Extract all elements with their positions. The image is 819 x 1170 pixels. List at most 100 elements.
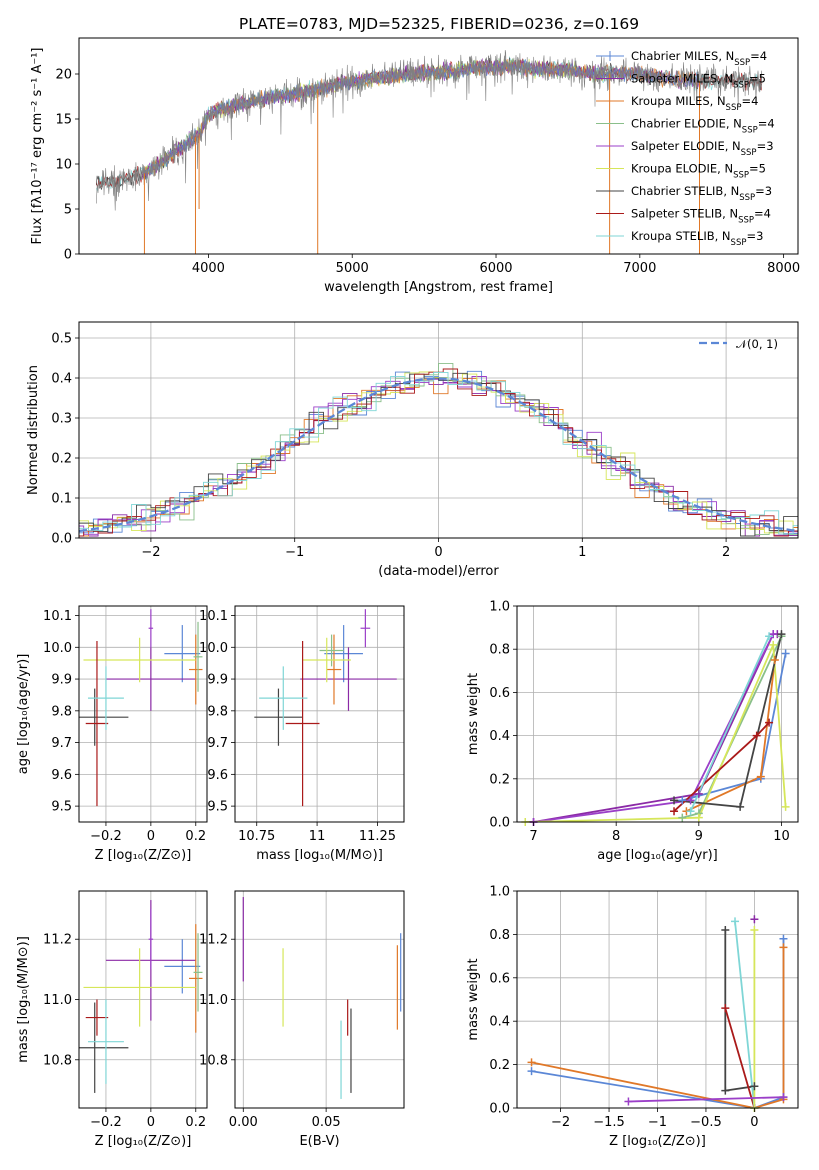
- x-tick-label: 0.05: [312, 1115, 341, 1130]
- series-marker: [686, 796, 695, 805]
- series-line: [724, 1007, 756, 1108]
- x-tick-label: 7000: [623, 261, 656, 276]
- series-line: [682, 653, 787, 802]
- plot-area: [79, 362, 798, 537]
- figure-title: PLATE=0783, MJD=52325, FIBERID=0236, z=0…: [239, 15, 639, 33]
- y-tick-label: 0.0: [489, 1102, 510, 1117]
- x-axis-label: age [log₁₀(age/yr)]: [597, 848, 718, 863]
- y-tick-label: 11.0: [43, 993, 72, 1008]
- x-tick-label: 8: [612, 829, 620, 844]
- x-tick-label: −1.5: [593, 1115, 625, 1130]
- x-tick-label: 0.2: [185, 1115, 206, 1130]
- plot-area: [242, 897, 402, 1099]
- axes-frame: [516, 605, 799, 823]
- series-marker: [781, 802, 790, 811]
- chart-mass-weight-vs-age: 7 8 9 10 0.0 0.2 0.4 0.6 0.8 1.0 age [log₁₀(age/yr…: [466, 600, 799, 863]
- x-tick-label: 11: [309, 829, 326, 844]
- series-marker: [750, 1082, 759, 1091]
- series-marker: [670, 796, 679, 805]
- series-marker: [765, 632, 774, 641]
- histogram-chabrier-stelib: [79, 372, 798, 537]
- x-tick-label: 1: [578, 545, 586, 560]
- y-tick-label: 10.1: [199, 609, 228, 624]
- x-tick-label: 0.2: [185, 829, 206, 844]
- x-tick-label: 2: [722, 545, 730, 560]
- series-marker: [624, 1097, 633, 1106]
- y-tick-label: 0.8: [489, 928, 510, 943]
- y-tick-label: 0.3: [51, 412, 72, 427]
- series-marker: [752, 731, 761, 740]
- y-tick-label: 11.0: [199, 993, 228, 1008]
- series-marker: [769, 630, 778, 639]
- series-marker: [750, 926, 759, 935]
- series-line: [689, 635, 770, 812]
- x-tick-label: 10.75: [238, 829, 275, 844]
- y-tick-label: 9.5: [207, 800, 228, 815]
- legend-entry: Kroupa STELIB, NSSP=3: [631, 229, 763, 248]
- y-tick-label: 10: [55, 158, 72, 173]
- plot-area: [79, 900, 203, 1093]
- legend-entry: Kroupa MILES, NSSP=4: [631, 94, 758, 113]
- legend: Chabrier MILES, NSSP=4 Salpeter MILES, NS…: [596, 49, 775, 248]
- series-line: [628, 1096, 784, 1103]
- legend-entry: Salpeter MILES, NSSP=5: [631, 72, 766, 91]
- x-tick-label: 4000: [192, 261, 225, 276]
- y-tick-label: 0.4: [51, 372, 72, 387]
- y-tick-label: 0: [64, 248, 72, 263]
- x-tick-label: −1: [648, 1115, 667, 1130]
- y-tick-label: 0.0: [489, 816, 510, 831]
- x-tick-label: −0.2: [90, 1115, 122, 1130]
- legend-entry: Salpeter STELIB, NSSP=4: [631, 207, 771, 226]
- series-line: [531, 947, 785, 1108]
- histogram-kroupa-stelib: [79, 371, 798, 535]
- series-marker: [527, 1067, 536, 1076]
- y-tick-label: 0.6: [489, 686, 510, 701]
- y-tick-label: 0.8: [489, 643, 510, 658]
- series-line: [525, 644, 787, 822]
- y-tick-label: 15: [55, 113, 72, 128]
- plot-area: [95, 50, 763, 254]
- y-tick-label: 20: [55, 68, 72, 83]
- y-tick-label: 10.8: [199, 1053, 228, 1068]
- y-axis-label: mass weight: [466, 958, 481, 1040]
- normal-reference-curve: [79, 377, 798, 533]
- legend-entry: Salpeter ELODIE, NSSP=3: [631, 139, 774, 158]
- axes-frame: [78, 37, 799, 255]
- series-marker: [736, 802, 745, 811]
- legend-entry: 𝒩(0, 1): [736, 337, 778, 351]
- plot-area: [254, 609, 397, 807]
- x-axis-label: Z [log₁₀(Z/Z⊙)]: [95, 848, 192, 863]
- legend-entry: Kroupa ELODIE, NSSP=5: [631, 162, 766, 181]
- y-tick-label: 9.8: [207, 704, 228, 719]
- x-tick-label: 0: [147, 829, 155, 844]
- series-marker: [779, 934, 788, 943]
- x-tick-label: 0: [750, 1115, 758, 1130]
- plot-area: [525, 633, 787, 822]
- chart-mass-vs-EBV: 0.00 0.05 10.8 11.0 11.2 E(B-V): [199, 890, 405, 1149]
- series-marker: [750, 915, 759, 924]
- histogram-chabrier-miles: [79, 370, 798, 536]
- y-tick-label: 9.6: [207, 768, 228, 783]
- series-line: [734, 921, 756, 1108]
- y-tick-label: 1.0: [489, 600, 510, 615]
- x-axis-label: wavelength [Angstrom, rest frame]: [324, 280, 553, 295]
- chart-residuals: −2 −1 0 1 2 0.0 0.1 0.2 0.3 0.4 0.5 (data-model)/er…: [26, 321, 799, 579]
- x-tick-label: 0.00: [229, 1115, 258, 1130]
- plot-area: [79, 609, 203, 807]
- y-tick-label: 11.2: [43, 933, 72, 948]
- y-tick-label: 10.1: [43, 609, 72, 624]
- y-tick-label: 0.5: [51, 332, 72, 347]
- series-marker: [678, 796, 687, 805]
- x-axis-label: Z [log₁₀(Z/Z⊙)]: [609, 1134, 706, 1149]
- y-tick-label: 0.2: [489, 772, 510, 787]
- legend-entry: Chabrier ELODIE, NSSP=4: [631, 117, 775, 136]
- x-axis-label: mass [log₁₀(M/M⊙)]: [256, 848, 383, 863]
- y-tick-label: 0.1: [51, 492, 72, 507]
- axes-frame: [234, 605, 405, 823]
- x-tick-label: 9: [695, 829, 703, 844]
- series-marker: [777, 630, 786, 639]
- y-tick-label: 10.0: [199, 641, 228, 656]
- series-marker: [678, 813, 687, 822]
- y-tick-label: 9.5: [51, 800, 72, 815]
